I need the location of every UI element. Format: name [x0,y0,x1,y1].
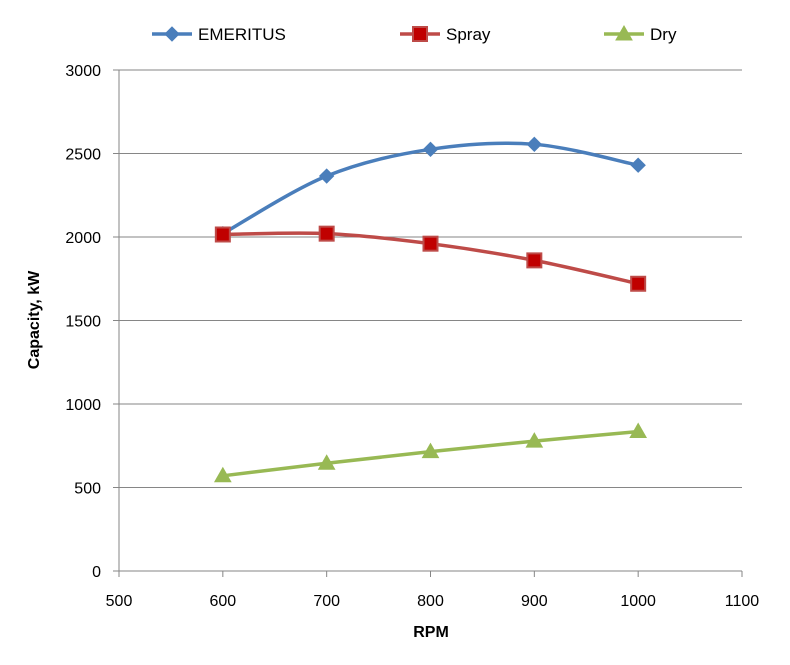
y-tick-label: 0 [92,564,101,581]
legend-item-emeritus: EMERITUS [152,25,286,44]
legend-marker-spray [412,26,428,42]
tick-labels: 0 500 1000 1500 2000 2500 3000 500 600 700 800 900 1… [65,63,759,610]
data-point-spray [318,225,335,242]
y-tick-label: 1500 [65,314,101,331]
legend-marker-emeritus [164,26,180,42]
x-tick-label: 1100 [725,593,760,610]
data-point-dry [213,466,232,483]
y-tick-label: 2000 [65,230,101,247]
axes [113,69,743,577]
data-point-spray [422,235,439,252]
data-point-spray [526,252,543,269]
data-point-spray [630,275,647,292]
legend-marker-dry [615,24,633,41]
legend-label-spray: Spray [446,25,491,44]
y-tick-label: 500 [74,481,101,498]
y-tick-label: 2500 [65,147,101,164]
series-lines [221,141,640,478]
y-axis-title: Capacity, kW [26,270,43,369]
x-tick-label: 900 [521,593,548,610]
data-point-emeritus [422,141,439,158]
series-markers [213,136,648,483]
x-tick-label: 600 [209,593,236,610]
data-point-dry [629,422,648,439]
data-point-emeritus [630,157,646,173]
x-tick-label: 700 [313,593,340,610]
legend-item-dry: Dry [604,24,677,44]
x-tick-label: 1000 [620,593,656,610]
data-point-emeritus [318,168,335,184]
legend-label-dry: Dry [650,25,677,44]
y-tick-label: 3000 [65,63,101,80]
y-tick-label: 1000 [65,397,101,414]
x-tick-label: 800 [417,593,444,610]
legend-label-emeritus: EMERITUS [198,25,286,44]
data-point-spray [214,226,231,243]
x-tick-label: 500 [106,593,133,610]
gridlines [119,69,742,488]
x-axis-title: RPM [413,624,449,641]
data-point-dry [421,442,440,459]
legend: EMERITUS Spray Dry [152,24,677,44]
data-point-emeritus [526,136,543,153]
legend-item-spray: Spray [400,25,491,44]
data-point-dry [525,432,544,448]
data-point-dry [317,454,336,470]
